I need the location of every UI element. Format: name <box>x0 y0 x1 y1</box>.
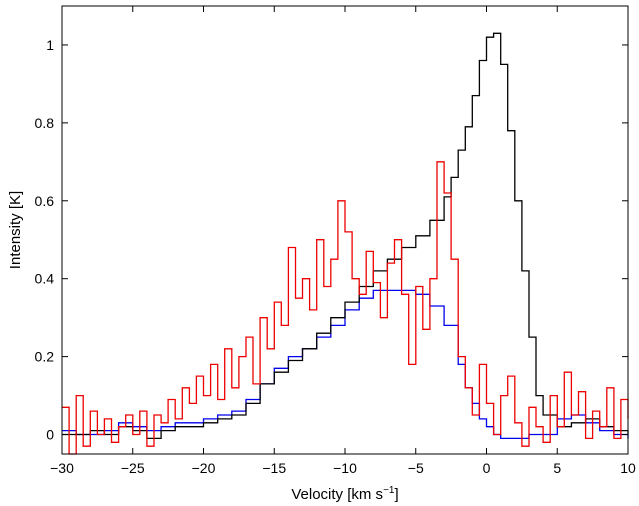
x-tick-label: −25 <box>121 460 145 476</box>
x-tick-label: −30 <box>50 460 74 476</box>
x-tick-label: 10 <box>620 460 636 476</box>
x-axis-title: Velocity [km s−1] <box>291 485 398 503</box>
x-tick-label: −15 <box>262 460 286 476</box>
x-tick-label: −5 <box>408 460 424 476</box>
x-tick-label: −20 <box>192 460 216 476</box>
tick-labels-layer: −30 −25 −20 −15 −10 −5 0 5 10 0 0.2 0.4 0.6 0.8 1 <box>35 37 636 476</box>
x-axis-title-end: ] <box>394 486 398 503</box>
x-tick-label: 5 <box>553 460 561 476</box>
x-tick-label: −10 <box>333 460 357 476</box>
y-tick-label: 0.6 <box>35 193 55 209</box>
y-axis-title: Intensity [K] <box>7 191 24 269</box>
ticks-layer <box>61 6 629 454</box>
x-axis-title-sup: −1 <box>383 485 395 496</box>
series-line-3 <box>62 161 629 455</box>
x-tick-label: 0 <box>483 460 491 476</box>
series-layer <box>62 32 629 455</box>
y-tick-label: 0 <box>46 427 54 443</box>
series-line-2 <box>62 32 629 440</box>
y-tick-label: 0.2 <box>35 349 55 365</box>
y-tick-label: 0.4 <box>35 271 55 287</box>
y-tick-label: 0.8 <box>35 115 55 131</box>
x-axis-title-main: Velocity [km s <box>291 486 383 503</box>
y-tick-label: 1 <box>46 37 54 53</box>
